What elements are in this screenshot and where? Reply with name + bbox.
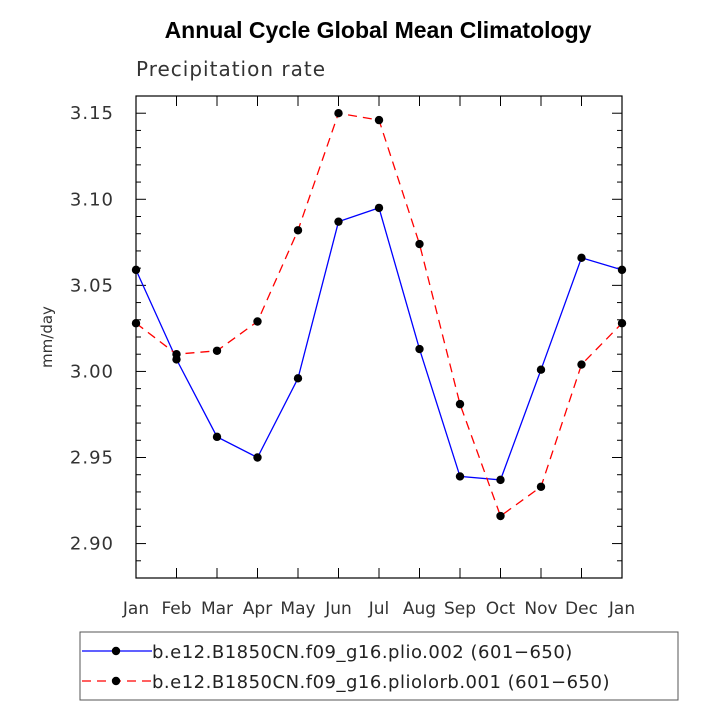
plot-frame [135, 95, 623, 579]
series-2-point [253, 317, 262, 326]
series-2-point [131, 319, 141, 328]
x-tick-label: May [280, 599, 315, 619]
y-tick-label: 2.90 [70, 534, 114, 555]
series-2-point [577, 360, 586, 369]
x-tick-label: Dec [565, 599, 598, 619]
y-tick-label: 2.95 [70, 448, 114, 469]
series-2-point [415, 239, 424, 249]
series-1-point [212, 432, 222, 442]
x-axis-ticks: Jan Feb Mar Apr May Jun Jul Aug Sep Oct Nov Dec Jan [122, 96, 635, 619]
series-2-point [334, 109, 343, 118]
series-1-point [415, 344, 424, 354]
x-tick-label: Jan [608, 599, 635, 619]
x-tick-label: Oct [486, 599, 516, 619]
chart-title: Annual Cycle Global Mean Climatology [165, 17, 592, 43]
x-tick-label: Sep [444, 599, 476, 619]
x-tick-label: Mar [201, 599, 233, 619]
series-1-point [334, 217, 343, 226]
series-1-point [374, 203, 384, 213]
chart-subtitle: Precipitation rate [136, 57, 326, 81]
legend-marker-1 [111, 646, 121, 656]
series-1-point [577, 253, 586, 263]
series-2-point [293, 226, 303, 235]
x-tick-label: Aug [403, 599, 436, 619]
series-line-1 [135, 207, 623, 481]
series-2-point [455, 399, 465, 409]
y-axis-ticks: 2.90 2.95 3.00 3.05 3.10 3.15 [70, 95, 622, 579]
legend-marker-2 [111, 676, 121, 686]
series-2-point [617, 319, 627, 328]
legend-label-2: b.e12.B1850CN.f09_g16.pliolorb.001 (601−… [152, 672, 610, 693]
series-2-point [374, 115, 384, 125]
legend-entries: b.e12.B1850CN.f09_g16.plio.002 (601−650)… [82, 642, 610, 693]
x-tick-label: Jun [324, 599, 352, 619]
series-layer [131, 109, 627, 521]
legend-box [79, 631, 679, 701]
x-tick-label: Apr [243, 599, 272, 619]
series-1-point [455, 472, 465, 481]
series-1-point [496, 475, 505, 485]
x-tick-label: Nov [524, 599, 557, 619]
series-1-point [617, 265, 627, 275]
x-tick-label: Jan [122, 599, 149, 619]
series-2-point [212, 346, 222, 355]
y-axis-label: mm/day [38, 306, 56, 368]
series-2-point [172, 350, 181, 359]
series-1-point [131, 265, 141, 275]
y-tick-label: 3.15 [70, 103, 114, 124]
series-2-point [536, 482, 546, 491]
y-tick-label: 3.10 [70, 189, 114, 210]
y-tick-label: 3.00 [70, 361, 114, 382]
x-tick-label: Feb [161, 599, 191, 619]
legend-label-1: b.e12.B1850CN.f09_g16.plio.002 (601−650) [152, 642, 573, 663]
series-1-point [293, 374, 303, 383]
x-tick-label: Jul [368, 599, 390, 619]
y-tick-label: 3.05 [70, 275, 114, 296]
series-line-2 [135, 112, 623, 518]
series-1-point [536, 365, 546, 374]
series-1-point [253, 453, 262, 462]
legend: b.e12.B1850CN.f09_g16.plio.002 (601−650)… [79, 631, 679, 701]
series-2-point [496, 511, 505, 521]
